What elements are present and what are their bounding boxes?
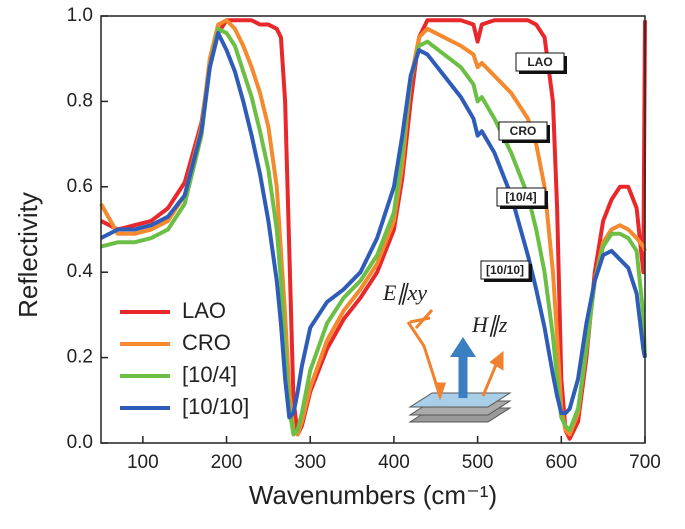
annotation-box: [480, 260, 530, 280]
x-tick-label: 100: [127, 452, 159, 473]
legend-label: CRO: [182, 330, 231, 355]
legend-label: LAO: [182, 298, 226, 323]
x-tick-label: 200: [211, 452, 243, 473]
y-tick-label: 0.2: [67, 347, 93, 368]
annotation: H∥z: [471, 312, 508, 337]
annotation: E∥xy: [382, 280, 427, 305]
annotation-box: [496, 187, 546, 207]
x-tick-label: 700: [629, 452, 661, 473]
x-tick-label: 500: [462, 452, 494, 473]
annotation: [10/4]: [505, 190, 536, 204]
legend-label: [10/10]: [182, 394, 249, 419]
x-tick-label: 400: [378, 452, 410, 473]
inset-sample: [406, 309, 512, 423]
series-line: [100, 31, 647, 420]
legend-label: [10/4]: [182, 362, 237, 387]
y-axis-label: Reflectivity: [13, 192, 43, 318]
annotation: [10/10]: [486, 263, 524, 277]
annotation-box: [515, 52, 565, 72]
x-axis-label: Wavenumbers (cm⁻¹): [249, 480, 497, 510]
annotation: CRO: [510, 124, 537, 138]
annotation: LAO: [527, 55, 552, 69]
series-line: [100, 26, 647, 437]
plot-frame: [100, 15, 646, 444]
x-tick-label: 300: [294, 452, 326, 473]
y-tick-label: 1.0: [67, 5, 93, 26]
y-tick-label: 0.4: [67, 261, 94, 282]
y-tick-label: 0.8: [67, 90, 93, 111]
annotation-box: [498, 121, 548, 141]
y-tick-label: 0.0: [67, 432, 93, 453]
y-tick-label: 0.6: [67, 176, 93, 197]
x-tick-label: 600: [545, 452, 577, 473]
